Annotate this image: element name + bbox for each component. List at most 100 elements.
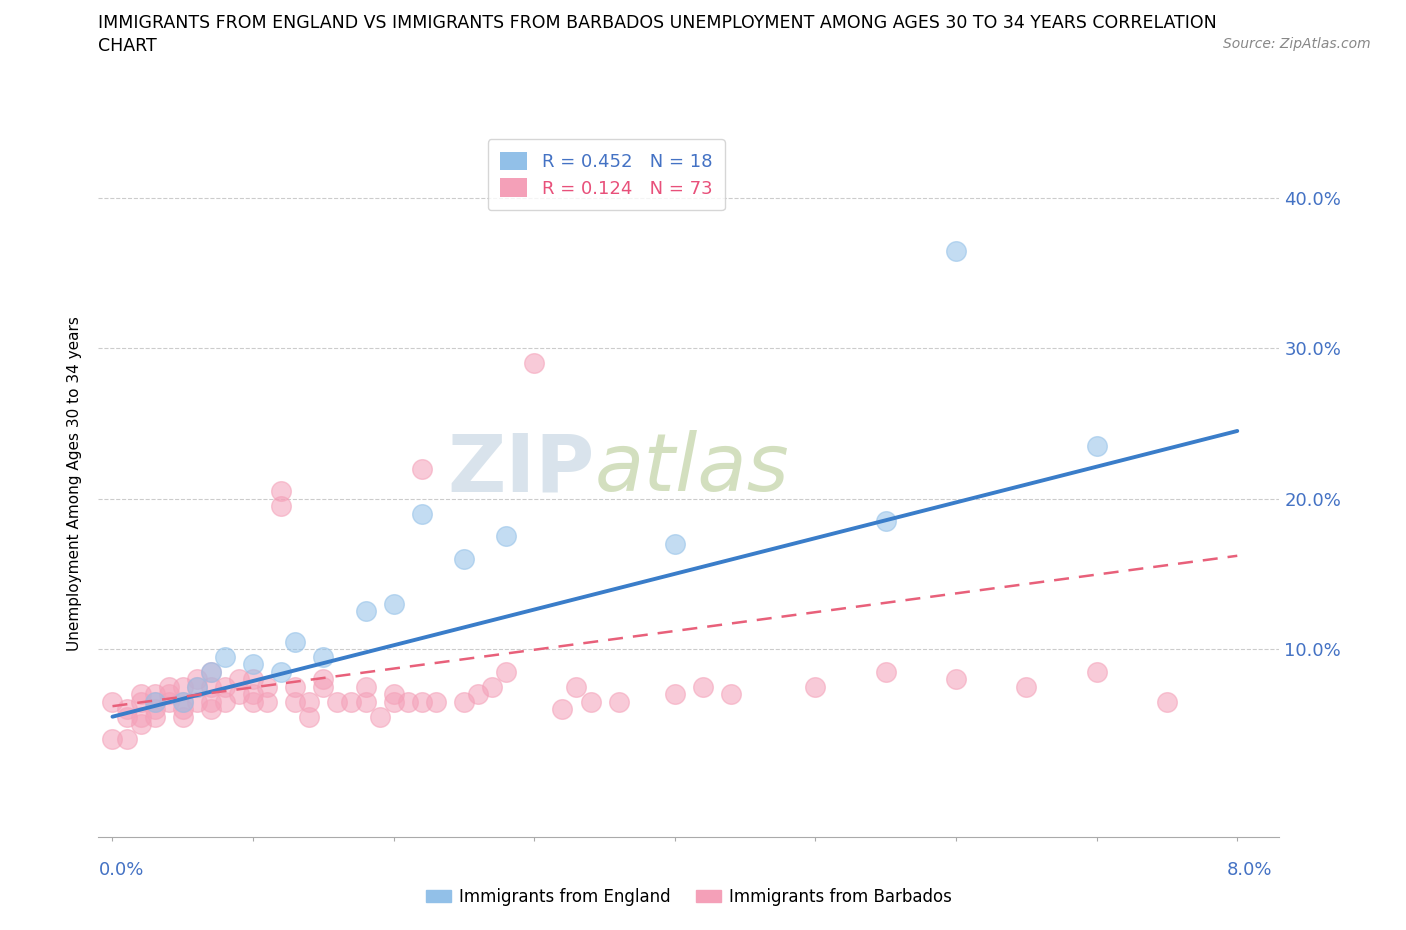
Point [157, 679, 180, 694]
Point [565, 679, 588, 694]
Point [186, 679, 208, 694]
Point [157, 694, 180, 709]
Point [172, 679, 194, 694]
Point [354, 679, 377, 694]
Y-axis label: Unemployment Among Ages 30 to 34 years: Unemployment Among Ages 30 to 34 years [67, 316, 83, 651]
Point [382, 686, 405, 701]
Point [453, 551, 475, 566]
Point [129, 710, 152, 724]
Point [256, 694, 278, 709]
Point [411, 694, 433, 709]
Point [242, 671, 264, 686]
Point [143, 686, 166, 701]
Point [101, 694, 124, 709]
Point [115, 732, 138, 747]
Point [242, 657, 264, 671]
Point [129, 694, 152, 709]
Point [312, 671, 335, 686]
Text: atlas: atlas [595, 431, 789, 509]
Point [200, 702, 222, 717]
Point [200, 664, 222, 679]
Point [382, 596, 405, 611]
Point [200, 694, 222, 709]
Point [411, 461, 433, 476]
Text: Source: ZipAtlas.com: Source: ZipAtlas.com [1223, 37, 1371, 51]
Point [143, 710, 166, 724]
Point [214, 679, 236, 694]
Point [411, 506, 433, 521]
Point [312, 649, 335, 664]
Point [270, 664, 292, 679]
Point [143, 702, 166, 717]
Point [664, 537, 686, 551]
Point [664, 686, 686, 701]
Point [467, 686, 489, 701]
Point [214, 694, 236, 709]
Point [312, 679, 335, 694]
Point [945, 671, 967, 686]
Point [481, 679, 503, 694]
Point [453, 694, 475, 709]
Point [157, 686, 180, 701]
Point [172, 710, 194, 724]
Point [242, 686, 264, 701]
Point [579, 694, 602, 709]
Point [200, 679, 222, 694]
Text: 0.0%: 0.0% [98, 860, 143, 879]
Point [425, 694, 447, 709]
Point [270, 498, 292, 513]
Point [298, 710, 321, 724]
Point [143, 694, 166, 709]
Point [1085, 439, 1108, 454]
Point [382, 694, 405, 709]
Point [186, 694, 208, 709]
Point [270, 484, 292, 498]
Text: 8.0%: 8.0% [1227, 860, 1272, 879]
Point [692, 679, 714, 694]
Point [214, 649, 236, 664]
Point [326, 694, 349, 709]
Point [607, 694, 630, 709]
Point [115, 702, 138, 717]
Point [804, 679, 827, 694]
Point [200, 664, 222, 679]
Point [720, 686, 742, 701]
Legend: Immigrants from England, Immigrants from Barbados: Immigrants from England, Immigrants from… [419, 881, 959, 912]
Point [172, 702, 194, 717]
Point [115, 710, 138, 724]
Point [186, 679, 208, 694]
Legend: R = 0.452   N = 18, R = 0.124   N = 73: R = 0.452 N = 18, R = 0.124 N = 73 [488, 140, 725, 210]
Point [129, 686, 152, 701]
Point [172, 694, 194, 709]
Point [129, 717, 152, 732]
Point [298, 694, 321, 709]
Point [551, 702, 574, 717]
Point [143, 694, 166, 709]
Point [875, 664, 897, 679]
Point [1156, 694, 1178, 709]
Point [284, 694, 307, 709]
Text: IMMIGRANTS FROM ENGLAND VS IMMIGRANTS FROM BARBADOS UNEMPLOYMENT AMONG AGES 30 T: IMMIGRANTS FROM ENGLAND VS IMMIGRANTS FR… [98, 14, 1218, 32]
Point [242, 694, 264, 709]
Point [945, 243, 967, 258]
Point [354, 694, 377, 709]
Point [228, 686, 250, 701]
Point [172, 694, 194, 709]
Point [495, 664, 517, 679]
Point [495, 529, 517, 544]
Text: CHART: CHART [98, 37, 157, 55]
Text: ZIP: ZIP [447, 431, 595, 509]
Point [284, 679, 307, 694]
Point [228, 671, 250, 686]
Point [284, 634, 307, 649]
Point [523, 356, 546, 371]
Point [1085, 664, 1108, 679]
Point [875, 513, 897, 528]
Point [1015, 679, 1038, 694]
Point [396, 694, 419, 709]
Point [368, 710, 391, 724]
Point [256, 679, 278, 694]
Point [340, 694, 363, 709]
Point [101, 732, 124, 747]
Point [186, 671, 208, 686]
